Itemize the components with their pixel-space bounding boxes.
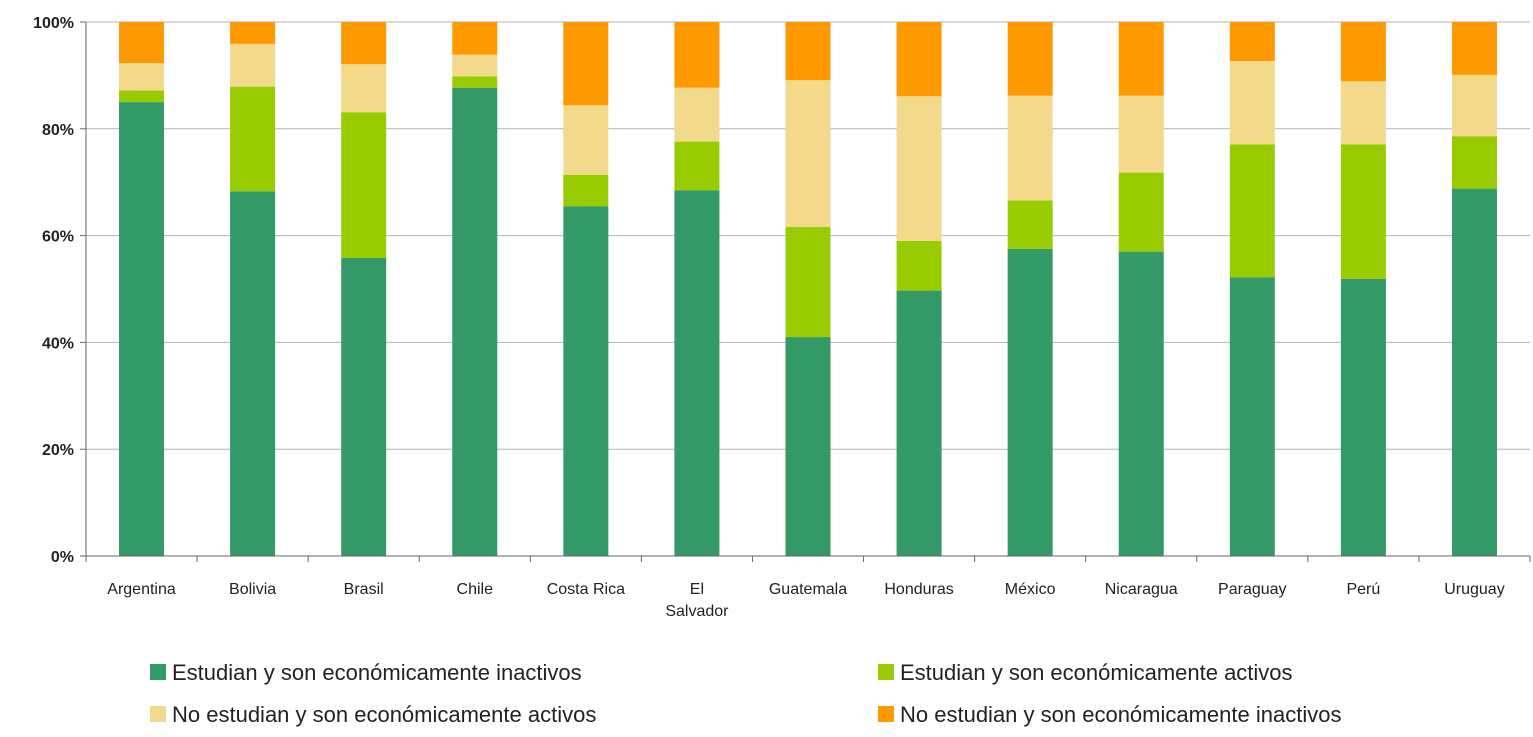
- x-tick-label: Honduras: [884, 581, 953, 598]
- bar-segment: [1340, 22, 1386, 82]
- x-tick-label: Salvador: [665, 603, 729, 620]
- bar-segment: [785, 80, 831, 228]
- bar-segment: [563, 174, 609, 207]
- x-tick-label: México: [1005, 581, 1056, 598]
- bar-segment: [1118, 95, 1164, 173]
- bar-segment: [119, 63, 165, 91]
- bar-segment: [341, 258, 387, 556]
- bar-segment: [1229, 22, 1275, 61]
- bar-segment: [1451, 22, 1497, 75]
- bar-segment: [1007, 200, 1053, 249]
- bar-segment: [230, 22, 276, 44]
- bar-segment: [119, 102, 165, 556]
- bar-segment: [896, 22, 942, 97]
- bar-segment: [674, 141, 720, 191]
- bar-segment: [119, 22, 165, 64]
- bar-segment: [896, 240, 942, 291]
- x-tick-label: Argentina: [107, 581, 176, 598]
- bar-segment: [452, 54, 498, 77]
- x-tick-label: Nicaragua: [1105, 581, 1178, 598]
- bar-segment: [785, 22, 831, 81]
- bar-segment: [1340, 278, 1386, 556]
- x-tick-label: Uruguay: [1444, 581, 1504, 598]
- bar-segment: [1451, 74, 1497, 137]
- legend-label: No estudian y son económicamente activos: [172, 702, 596, 727]
- x-tick-label: Paraguay: [1218, 581, 1287, 598]
- legend-label: No estudian y son económicamente inactiv…: [900, 702, 1341, 727]
- bar-segment: [896, 290, 942, 556]
- x-tick-label: Brasil: [344, 581, 384, 598]
- x-tick-label: El: [690, 581, 704, 598]
- bar-segment: [1229, 277, 1275, 556]
- bar-segment: [452, 76, 498, 88]
- bars: [119, 22, 1497, 557]
- bar-segment: [1118, 251, 1164, 556]
- bar-segment: [1229, 60, 1275, 145]
- bar-segment: [341, 22, 387, 65]
- bar-segment: [674, 22, 720, 88]
- y-tick-label: 0%: [51, 549, 74, 566]
- bar-segment: [341, 64, 387, 113]
- bar-segment: [1451, 136, 1497, 189]
- bar-segment: [1451, 188, 1497, 556]
- bar-segment: [452, 87, 498, 556]
- x-tick-label: Costa Rica: [547, 581, 625, 598]
- bar-segment: [452, 22, 498, 55]
- bar-segment: [230, 43, 276, 87]
- y-tick-label: 80%: [42, 122, 74, 139]
- bar-segment: [119, 90, 165, 103]
- x-tick-label: Perú: [1346, 581, 1380, 598]
- bar-segment: [1007, 22, 1053, 96]
- legend-swatch: [878, 664, 894, 680]
- bar-segment: [563, 206, 609, 557]
- bar-segment: [785, 337, 831, 556]
- bar-segment: [341, 112, 387, 259]
- bar-segment: [230, 86, 276, 192]
- y-tick-label: 100%: [33, 15, 74, 32]
- legend-label: Estudian y son económicamente inactivos: [172, 660, 582, 685]
- bar-segment: [1340, 81, 1386, 145]
- y-tick-label: 20%: [42, 442, 74, 459]
- y-tick-label: 60%: [42, 229, 74, 246]
- bar-segment: [1007, 248, 1053, 556]
- y-tick-labels: 0% 20% 40% 60% 80% 100%: [33, 15, 74, 566]
- x-tick-labels: Argentina Bolivia Brasil Chile Costa Rica El S…: [107, 581, 1504, 620]
- bar-segment: [230, 191, 276, 556]
- legend-label: Estudian y son económicamente activos: [900, 660, 1293, 685]
- legend-swatch: [150, 664, 166, 680]
- y-tick-label: 40%: [42, 335, 74, 352]
- bar-segment: [785, 227, 831, 338]
- legend-swatch: [150, 706, 166, 722]
- x-tick-label: Chile: [457, 581, 494, 598]
- bar-segment: [1229, 144, 1275, 278]
- x-tick-label: Guatemala: [769, 581, 847, 598]
- axes: [80, 21, 1531, 562]
- bar-segment: [563, 105, 609, 175]
- legend: Estudian y son económicamente inactivos E…: [150, 660, 1341, 727]
- bar-segment: [1118, 172, 1164, 252]
- bar-segment: [1118, 22, 1164, 96]
- bar-segment: [1340, 144, 1386, 279]
- bar-segment: [896, 96, 942, 241]
- bar-segment: [674, 87, 720, 142]
- x-tick-label: Bolivia: [229, 581, 276, 598]
- legend-swatch: [878, 706, 894, 722]
- bar-segment: [563, 22, 609, 106]
- bar-segment: [674, 190, 720, 556]
- bar-segment: [1007, 95, 1053, 201]
